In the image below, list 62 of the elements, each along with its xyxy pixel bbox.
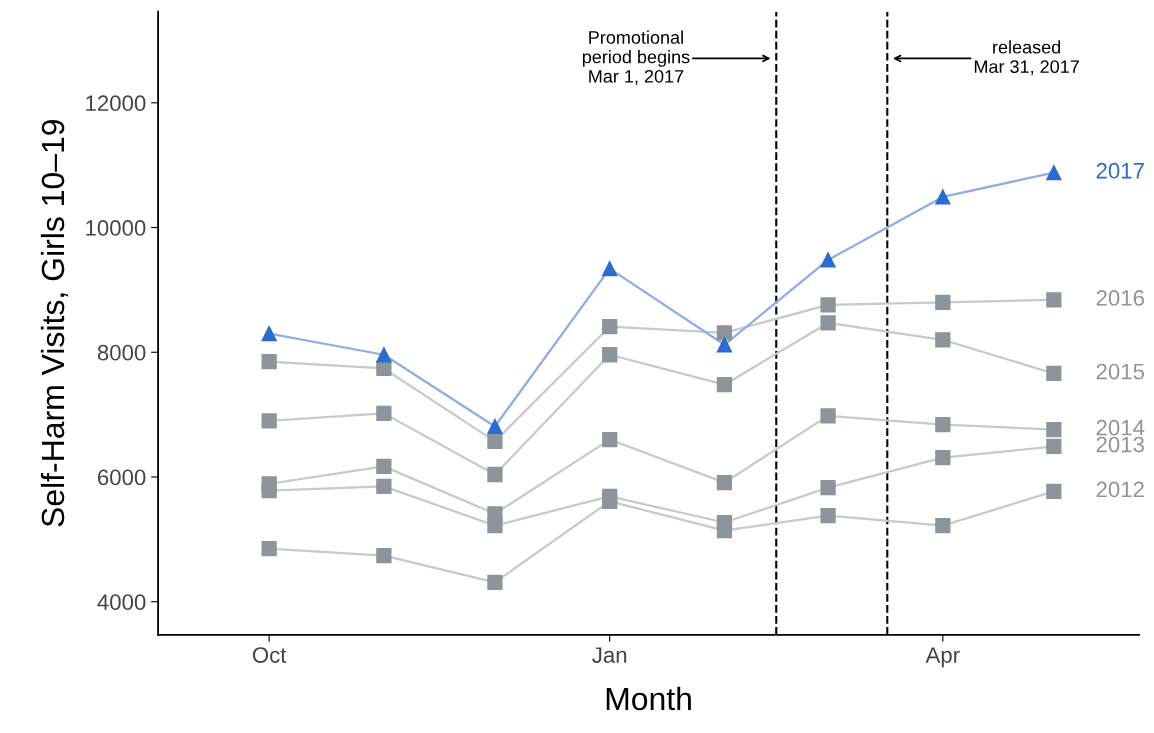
point	[820, 479, 836, 496]
point	[487, 433, 503, 450]
x-tick-label: Apr	[925, 647, 960, 668]
point	[602, 261, 618, 277]
point	[376, 360, 392, 377]
point	[716, 377, 733, 393]
y-axis-title: Self-Harm Visits, Girls 10–19	[40, 120, 69, 527]
point	[935, 517, 951, 534]
point	[935, 450, 951, 466]
point	[820, 315, 836, 331]
point	[376, 478, 392, 494]
series-label: 2012	[1096, 481, 1144, 498]
y-tick-label: 8000	[97, 344, 146, 361]
point	[716, 325, 733, 341]
x-tick-label: Oct	[252, 647, 287, 663]
point	[487, 574, 503, 591]
point	[935, 416, 951, 433]
point	[261, 541, 277, 557]
x-tick-label: Jan	[592, 647, 627, 663]
point	[602, 431, 618, 448]
y-tick-label: 4000	[97, 594, 146, 610]
point	[1046, 483, 1062, 499]
point	[487, 506, 503, 522]
point	[602, 347, 618, 363]
series-label: 2017	[1096, 162, 1144, 179]
point	[1046, 438, 1062, 455]
point	[376, 458, 392, 475]
point	[1046, 292, 1062, 308]
point	[261, 413, 277, 429]
point	[820, 508, 836, 524]
point	[261, 353, 277, 370]
point	[261, 325, 277, 342]
point	[376, 547, 392, 564]
point	[602, 488, 618, 504]
point	[261, 476, 277, 492]
point	[1046, 421, 1062, 438]
series-label: 2013	[1096, 436, 1144, 453]
ref-line-label: Promotional period begins Mar 1, 2017	[582, 30, 690, 85]
series-label: 2016	[1096, 290, 1144, 306]
point	[1046, 365, 1062, 382]
point	[935, 189, 951, 205]
point	[716, 514, 733, 531]
point	[820, 252, 836, 268]
point	[376, 347, 392, 363]
series-label: 2015	[1096, 363, 1145, 380]
series-label: 2014	[1096, 419, 1145, 436]
point	[820, 408, 836, 424]
y-tick-label: 6000	[97, 469, 146, 486]
point	[716, 337, 733, 353]
point	[487, 418, 503, 435]
point	[1046, 164, 1062, 181]
point	[820, 297, 836, 313]
point	[935, 332, 951, 348]
point	[487, 466, 503, 483]
y-tick-label: 12000	[86, 95, 146, 112]
point	[376, 405, 392, 422]
point	[935, 294, 951, 310]
point	[716, 474, 733, 491]
x-axis-title: Month	[606, 686, 691, 711]
y-tick-label: 10000	[86, 220, 146, 236]
ref-line-label: released Mar 31, 2017	[974, 40, 1079, 76]
point	[602, 319, 618, 335]
